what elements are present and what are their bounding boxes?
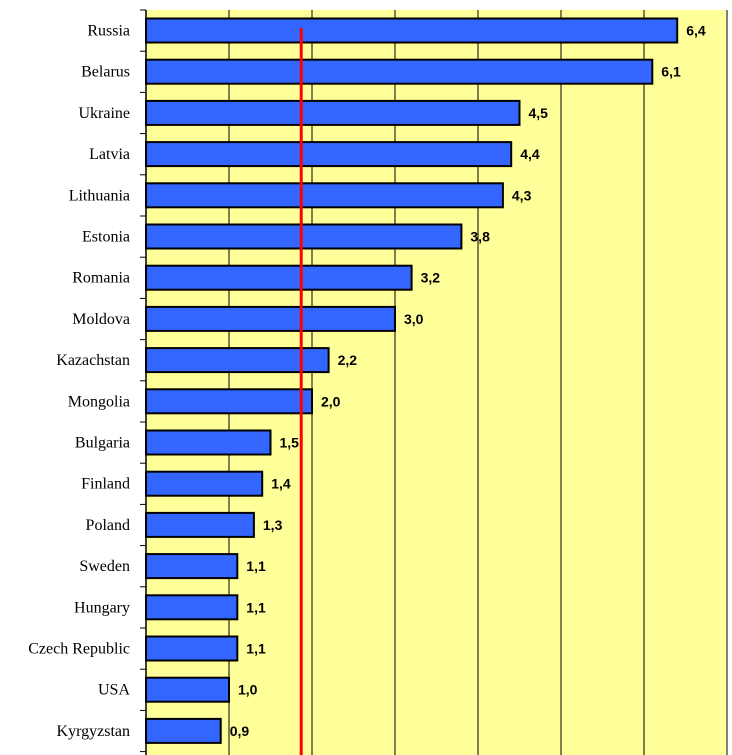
category-label: Estonia bbox=[82, 229, 130, 246]
bar bbox=[145, 717, 222, 744]
bar bbox=[145, 594, 239, 621]
value-label: 1,5 bbox=[280, 435, 300, 451]
value-label: 1,1 bbox=[246, 558, 266, 574]
bar bbox=[145, 429, 272, 456]
category-labels: Russia Belarus Ukraine Latvia Lithuania Eston… bbox=[28, 23, 130, 740]
bar bbox=[145, 388, 313, 415]
category-label: Mongolia bbox=[68, 393, 130, 410]
bar bbox=[145, 470, 264, 497]
bars bbox=[145, 17, 679, 744]
category-label: Belarus bbox=[81, 64, 130, 81]
bar bbox=[145, 223, 463, 250]
value-label: 3,2 bbox=[421, 270, 441, 286]
category-label: Bulgaria bbox=[75, 435, 130, 452]
category-label: Ukraine bbox=[78, 105, 130, 122]
bar bbox=[145, 17, 679, 44]
category-label: Sweden bbox=[79, 558, 130, 575]
bar bbox=[145, 635, 239, 662]
category-label: Czech Republic bbox=[28, 641, 130, 658]
category-label: Romania bbox=[72, 270, 130, 287]
value-label: 4,5 bbox=[529, 105, 549, 121]
value-label: 0,9 bbox=[230, 723, 250, 739]
category-label: Moldova bbox=[72, 311, 130, 328]
bar bbox=[145, 141, 513, 168]
category-label: USA bbox=[98, 682, 130, 699]
bar bbox=[145, 511, 255, 538]
gridlines bbox=[228, 10, 728, 755]
category-label: Lithuania bbox=[69, 187, 130, 204]
value-label: 1,3 bbox=[263, 517, 283, 533]
category-label: Latvia bbox=[89, 146, 130, 163]
value-label: 4,4 bbox=[520, 146, 540, 162]
bar bbox=[145, 99, 521, 126]
value-label: 1,1 bbox=[246, 599, 266, 615]
bar bbox=[145, 58, 654, 85]
value-label: 3,8 bbox=[470, 229, 490, 245]
value-label: 2,0 bbox=[321, 393, 341, 409]
value-label: 2,2 bbox=[338, 352, 358, 368]
value-label: 4,3 bbox=[512, 187, 532, 203]
category-label: Poland bbox=[86, 517, 130, 534]
category-label: Hungary bbox=[74, 599, 130, 616]
bar bbox=[145, 676, 230, 703]
value-label: 1,4 bbox=[271, 476, 291, 492]
axis-ticks bbox=[140, 9, 146, 753]
value-label: 1,1 bbox=[246, 641, 266, 657]
bar bbox=[145, 305, 396, 332]
bar bbox=[145, 264, 413, 291]
category-label: Russia bbox=[87, 23, 130, 40]
value-label: 1,0 bbox=[238, 682, 258, 698]
plot-area bbox=[146, 10, 726, 755]
value-label: 3,0 bbox=[404, 311, 424, 327]
value-labels: 6,4 6,1 4,5 4,4 4,3 3,8 3,2 3,0 2,2 2,0 1,5 1,4 1,3 1… bbox=[230, 23, 706, 739]
value-label: 6,1 bbox=[661, 64, 681, 80]
value-label: 6,4 bbox=[686, 23, 706, 39]
bar bbox=[145, 182, 504, 209]
category-label: Kazachstan bbox=[56, 352, 130, 369]
category-label: Kyrgyzstan bbox=[57, 723, 130, 740]
bar bbox=[145, 347, 330, 374]
category-label: Finland bbox=[81, 476, 130, 493]
bar bbox=[145, 553, 239, 580]
